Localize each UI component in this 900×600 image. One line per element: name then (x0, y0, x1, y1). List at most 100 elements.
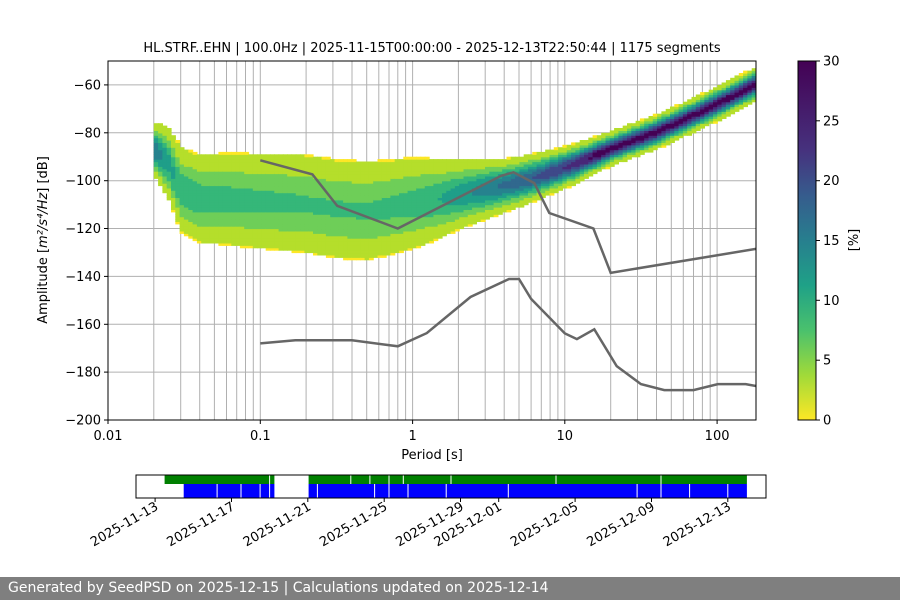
heatmap-cell (214, 209, 219, 213)
heatmap-cell (545, 156, 551, 160)
heatmap-cell (166, 168, 172, 172)
heatmap-cell (171, 166, 176, 170)
heatmap-cell (252, 209, 258, 213)
heatmap-cell (196, 235, 202, 239)
heatmap-cell (175, 221, 181, 225)
heatmap-cell (179, 151, 185, 155)
heatmap-cell (528, 166, 533, 170)
heatmap-cell (661, 130, 667, 134)
heatmap-cell (287, 159, 293, 163)
heatmap-cell (201, 171, 207, 175)
heatmap-cell (532, 163, 538, 167)
heatmap-cell (192, 197, 198, 201)
heatmap-cell (295, 204, 301, 208)
heatmap-cell (265, 175, 271, 179)
heatmap-cell (244, 214, 250, 218)
heatmap-cell (347, 254, 353, 258)
heatmap-cell (377, 190, 383, 194)
heatmap-cell (338, 185, 344, 189)
heatmap-cell (244, 185, 250, 189)
heatmap-cell (300, 219, 305, 222)
heatmap-cell (670, 116, 675, 119)
heatmap-cell (158, 156, 163, 160)
heatmap-cell (265, 156, 271, 160)
heatmap-cell (489, 211, 495, 215)
heatmap-cell (235, 238, 241, 242)
heatmap-cell (747, 89, 753, 93)
heatmap-cell (287, 207, 293, 210)
heatmap-cell (183, 183, 189, 187)
heatmap-cell (627, 144, 632, 148)
heatmap-cell (295, 245, 301, 249)
heatmap-cell (317, 192, 323, 196)
heatmap-cell (209, 192, 215, 196)
heatmap-cell (162, 168, 168, 172)
heatmap-cell (519, 163, 525, 167)
heatmap-cell (515, 163, 520, 167)
heatmap-cell (179, 190, 185, 194)
heatmap-cell (330, 161, 336, 165)
heatmap-cell (239, 185, 245, 189)
heatmap-cell (596, 151, 602, 155)
heatmap-cell (265, 216, 271, 220)
heatmap-cell (188, 168, 194, 172)
heatmap-cell (183, 223, 189, 227)
heatmap-cell (338, 216, 344, 220)
heatmap-cell (734, 92, 740, 96)
heatmap-cell (231, 195, 237, 198)
heatmap-cell (347, 192, 353, 196)
heatmap-cell (300, 185, 305, 189)
heatmap-cell (454, 223, 460, 227)
heatmap-cell (661, 116, 667, 119)
heatmap-cell (295, 250, 301, 254)
heatmap-cell (476, 180, 482, 184)
heatmap-cell (377, 197, 383, 201)
heatmap-cell (381, 166, 387, 170)
heatmap-cell (218, 223, 224, 227)
heatmap-cell (558, 166, 563, 170)
heatmap-cell (407, 180, 413, 184)
heatmap-cell (399, 202, 404, 206)
heatmap-cell (510, 159, 516, 163)
heatmap-cell (313, 230, 318, 234)
heatmap-cell (467, 221, 473, 225)
heatmap-cell (454, 178, 460, 182)
heatmap-cell (368, 163, 374, 167)
heatmap-cell (454, 207, 460, 210)
heatmap-cell (601, 151, 607, 155)
heatmap-cell (158, 142, 163, 146)
heatmap-cell (278, 245, 284, 249)
heatmap-cell (188, 228, 194, 232)
heatmap-cell (652, 120, 658, 124)
heatmap-cell (158, 166, 163, 170)
heatmap-cell (364, 171, 370, 175)
heatmap-cell (725, 99, 731, 103)
heatmap-cell (566, 156, 572, 160)
heatmap-cell (218, 214, 224, 218)
heatmap-cell (381, 235, 387, 239)
heatmap-cell (196, 171, 202, 175)
heatmap-cell (222, 226, 228, 230)
heatmap-cell (562, 144, 568, 148)
heatmap-cell (743, 99, 748, 103)
heatmap-cell (497, 187, 503, 191)
heatmap-cell (153, 154, 159, 158)
heatmap-cell (351, 226, 357, 230)
heatmap-cell (201, 195, 207, 198)
heatmap-cell (257, 161, 262, 165)
heatmap-cell (407, 228, 413, 232)
heatmap-cell (343, 214, 348, 218)
heatmap-cell (261, 226, 267, 230)
heatmap-cell (596, 147, 602, 151)
heatmap-cell (317, 240, 323, 244)
heatmap-cell (364, 211, 370, 215)
heatmap-cell (584, 156, 589, 160)
heatmap-cell (308, 242, 314, 246)
heatmap-cell (166, 135, 172, 139)
heatmap-cell (287, 214, 293, 218)
heatmap-cell (390, 187, 396, 191)
heatmap-cell (682, 125, 688, 129)
heatmap-cell (747, 101, 753, 105)
heatmap-cell (201, 228, 207, 232)
heatmap-cell (278, 197, 284, 201)
